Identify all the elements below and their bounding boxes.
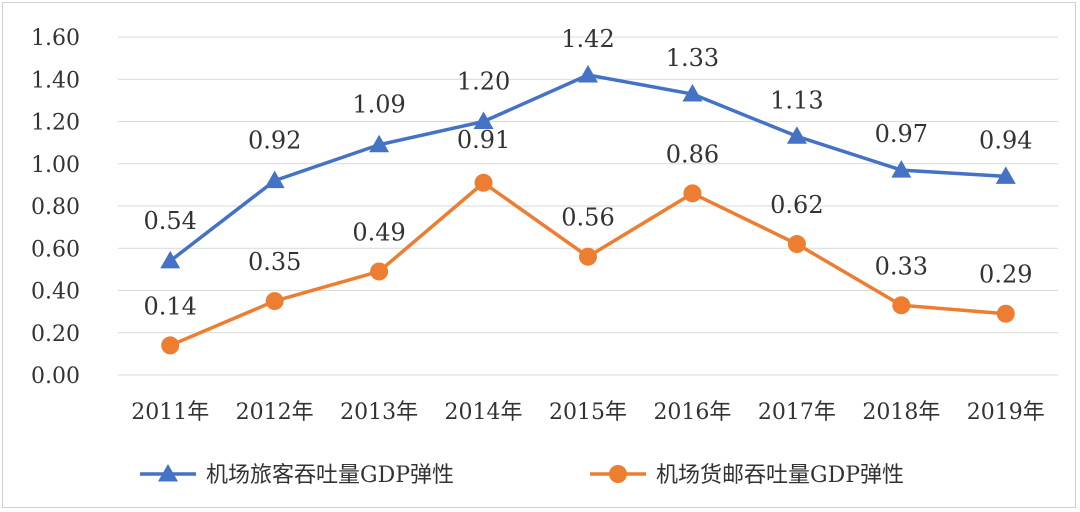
x-tick-label-7: 2018年 [862,400,940,425]
y-tick-label-8: 1.60 [31,26,80,51]
x-tick-label-3: 2014年 [445,400,523,425]
series-0-marker-4 [578,65,598,83]
y-tick-label-1: 0.20 [31,322,80,347]
series-1-marker-7 [892,296,911,315]
series-0-data-label-6: 1.13 [770,86,823,114]
series-0-marker-7 [891,160,912,178]
y-tick-label-2: 0.40 [31,280,80,305]
series-1-marker-2 [370,262,389,281]
series-0-data-label-3: 1.20 [457,68,510,96]
y-tick-label-6: 1.20 [31,111,80,136]
series-1-data-label-8: 0.29 [979,261,1032,289]
series-1-data-label-5: 0.86 [666,140,719,168]
x-tick-label-5: 2016年 [653,400,731,425]
series-1-marker-5 [683,184,702,203]
y-tick-label-3: 0.60 [31,237,80,262]
y-tick-label-0: 0.00 [31,364,80,389]
legend-label-0: 机场旅客吞吐量GDP弹性 [206,463,454,488]
series-0-data-label-0: 0.54 [144,207,197,235]
x-tick-label-8: 2019年 [967,400,1045,425]
series-1-marker-0 [161,336,180,355]
series-0-marker-5 [682,84,703,102]
x-tick-label-1: 2012年 [236,400,314,425]
legend-marker-0 [158,464,178,482]
series-1-marker-1 [265,292,284,311]
series-1-marker-6 [787,235,806,254]
x-tick-label-0: 2011年 [131,400,209,425]
series-0-marker-8 [995,166,1016,184]
series-0-marker-0 [160,250,181,269]
series-0-marker-1 [264,170,285,189]
series-0-data-label-5: 1.33 [666,44,719,72]
series-1-data-label-6: 0.62 [770,191,823,219]
series-1-data-label-7: 0.33 [875,252,928,280]
series-0-marker-2 [369,134,390,153]
series-1-marker-3 [474,173,493,192]
series-0-marker-6 [786,126,807,144]
y-tick-label-5: 1.00 [31,153,80,178]
series-0-data-label-8: 0.94 [979,126,1032,154]
x-tick-label-6: 2017年 [758,400,836,425]
x-tick-label-4: 2015年 [549,400,627,425]
series-1-data-label-4: 0.56 [561,204,614,232]
series-0-data-label-2: 1.09 [352,91,405,119]
legend-marker-1 [609,465,627,483]
y-tick-label-4: 0.80 [31,195,80,220]
series-1-data-label-1: 0.35 [248,248,301,276]
series-0-data-label-4: 1.42 [561,25,614,53]
y-tick-label-7: 1.40 [31,68,80,93]
series-1-data-label-3: 0.91 [457,126,510,154]
series-1-marker-8 [996,304,1015,323]
series-line-0 [169,73,1006,263]
series-1-data-label-0: 0.14 [144,292,197,320]
series-0-marker-3 [473,111,494,129]
x-tick-label-2: 2013年 [340,400,418,425]
series-0-data-label-1: 0.92 [248,127,301,155]
legend-label-1: 机场货邮吞吐量GDP弹性 [656,463,904,488]
series-0-data-label-7: 0.97 [875,120,928,148]
series-1-marker-4 [579,247,597,266]
series-1-data-label-2: 0.49 [352,218,405,246]
